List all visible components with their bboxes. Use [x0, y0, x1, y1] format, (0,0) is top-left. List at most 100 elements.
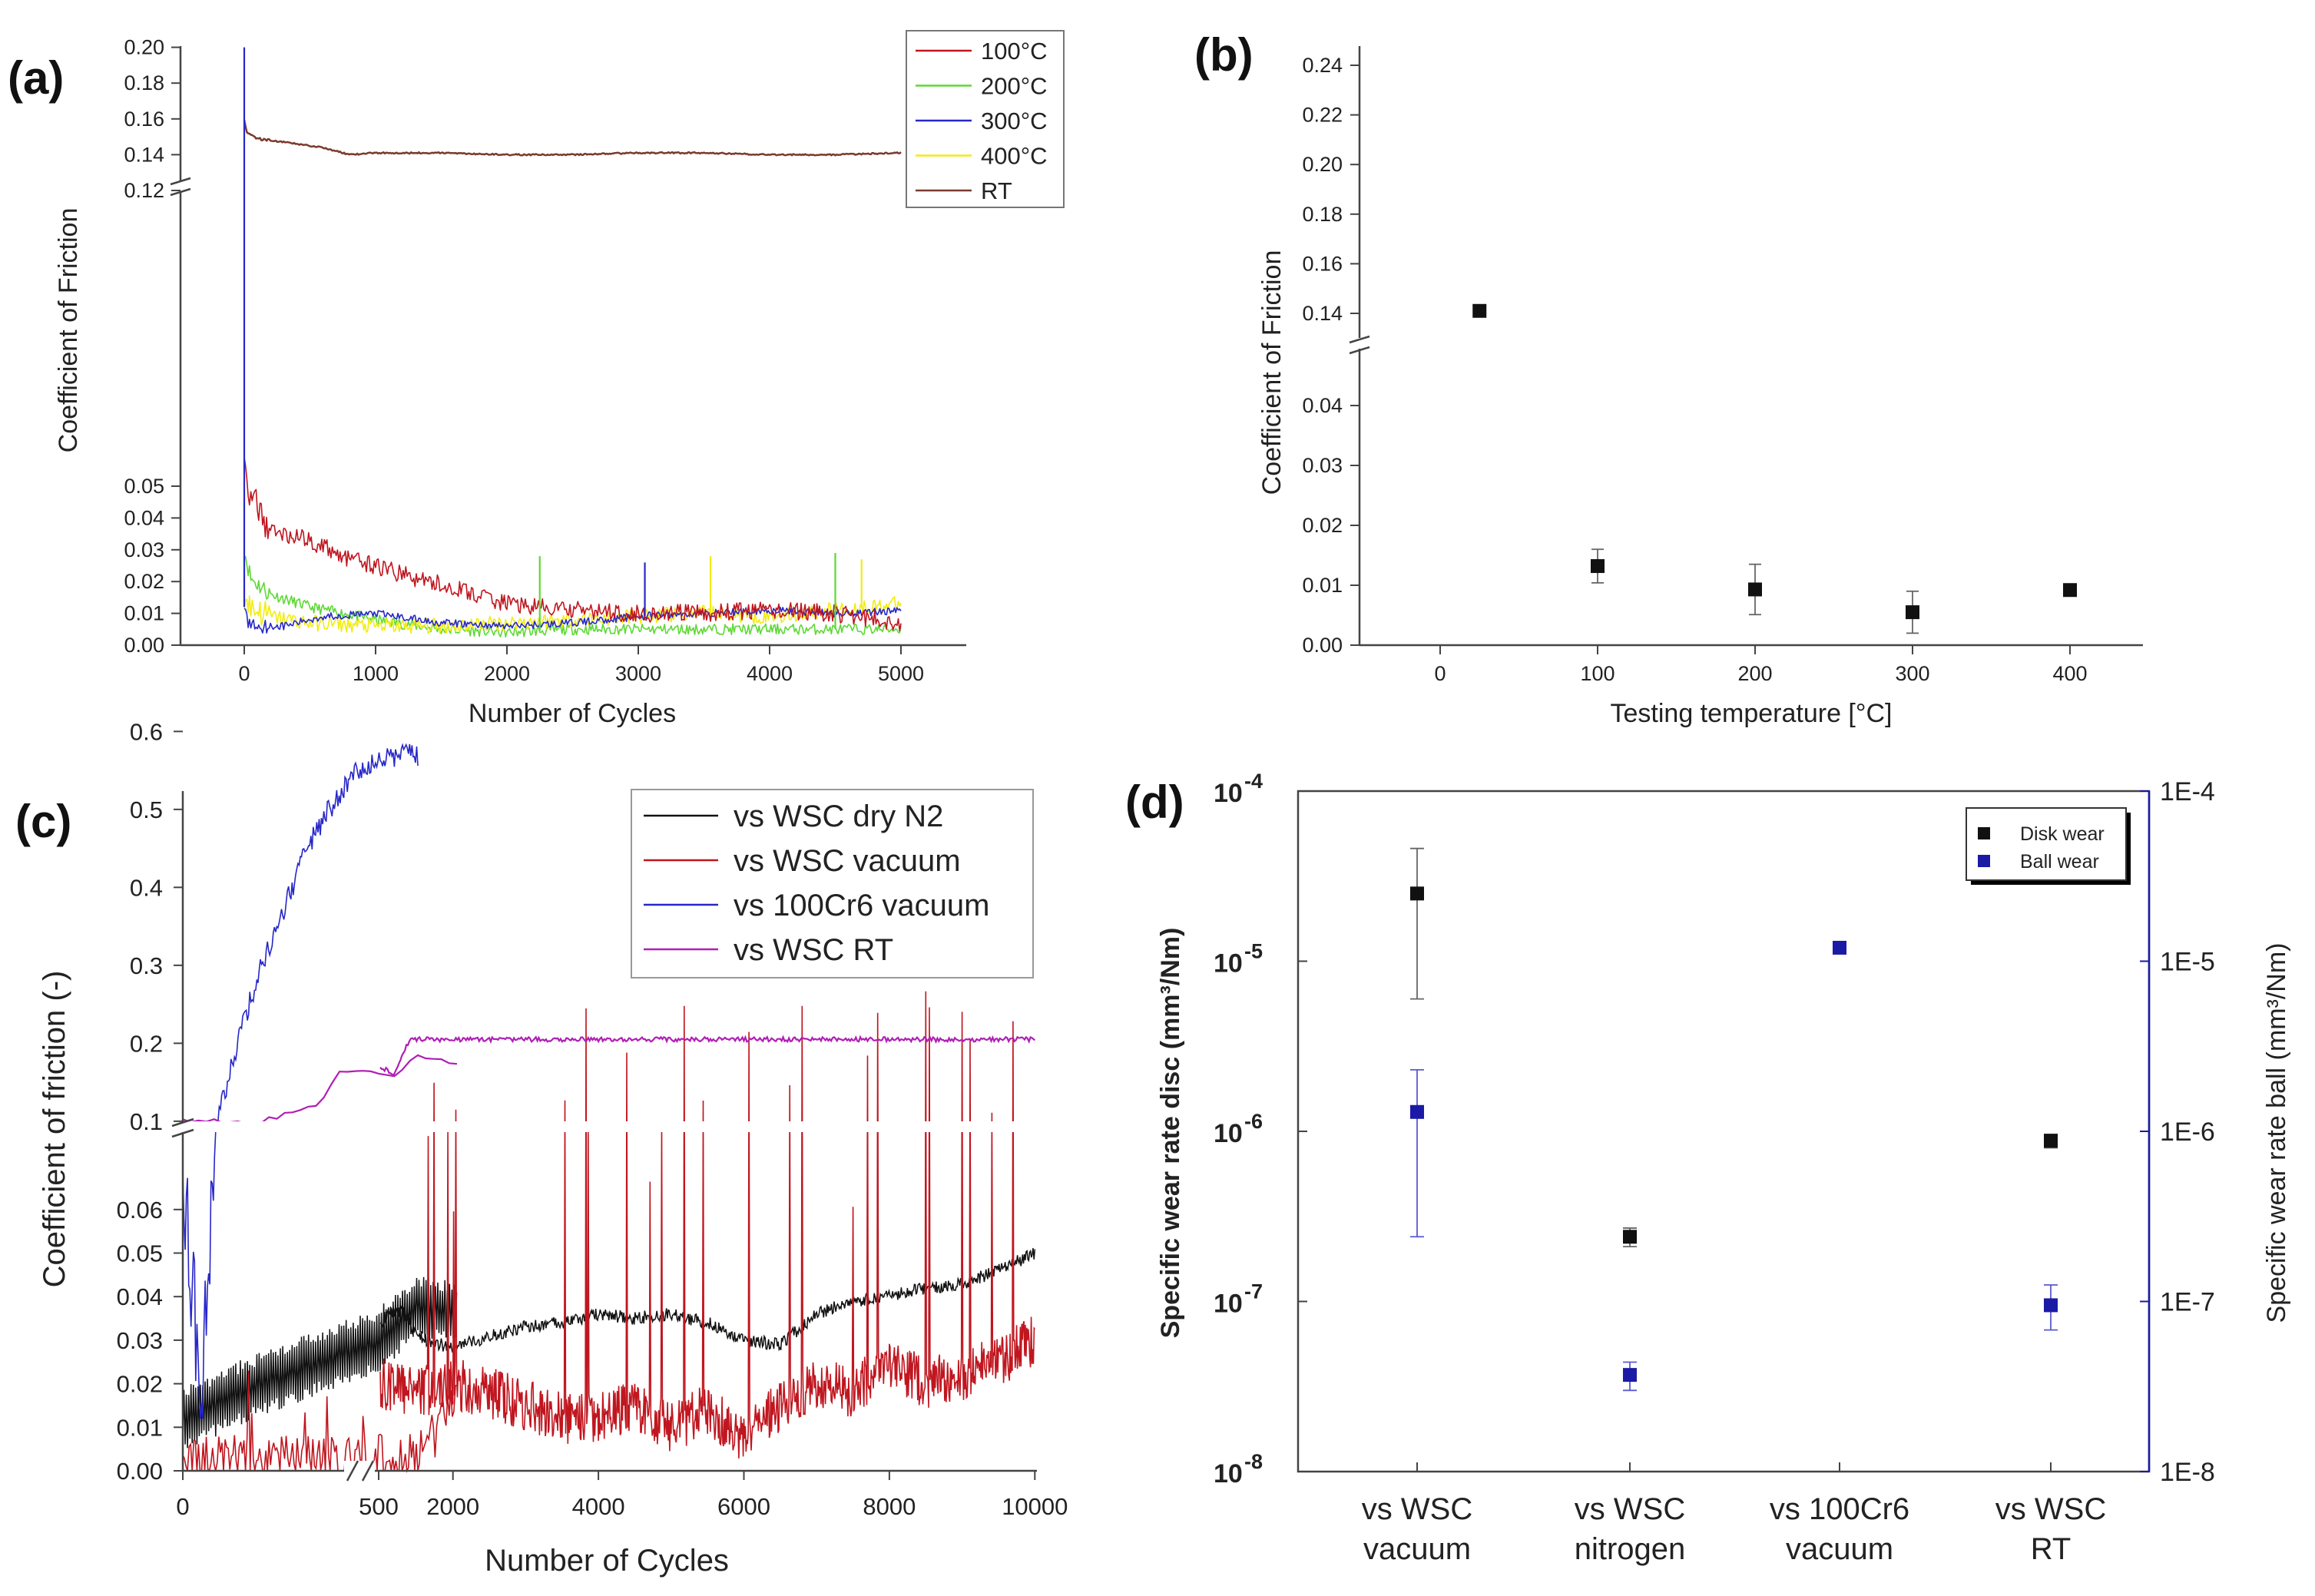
y-axis-label: Coefficient of Friction [1257, 250, 1287, 495]
legend-label: vs WSC dry N2 [734, 800, 943, 833]
x-tick-label: RT [2031, 1532, 2072, 1566]
x-tick-label: 4000 [747, 662, 793, 685]
data-point [1906, 605, 1919, 620]
y-tick-label-right: 1E-8 [2160, 1458, 2215, 1487]
x-axis-label: Number of Cycles [485, 1544, 729, 1578]
x-tick-label: 2000 [484, 662, 530, 685]
x-tick-label: vs WSC [1995, 1492, 2106, 1526]
y-tick-label-left: 10 [1214, 949, 1243, 978]
series-line-vacuum [182, 991, 1035, 1473]
x-tick-label: vs WSC [1362, 1492, 1472, 1526]
ball-wear-point [1833, 940, 1846, 955]
y-tick-label: 0.02 [117, 1371, 163, 1398]
y-tick-label: 0.00 [1302, 634, 1343, 657]
y-tick-label-right: 1E-4 [2160, 777, 2215, 806]
y-tick-label: 0.20 [124, 36, 164, 59]
y-tick-label: 0.01 [117, 1414, 163, 1441]
y-axis-label-right: Specific wear rate ball (mm³/Nm) [2262, 943, 2291, 1323]
series-line-100cr6 [182, 743, 419, 1419]
x-tick-label: 2000 [426, 1493, 479, 1520]
y-tick-label: 0.16 [124, 108, 164, 131]
x-tick-label: 0 [1434, 662, 1446, 685]
x-tick-label: 8000 [863, 1493, 916, 1520]
y-tick-label: 0.03 [1302, 454, 1343, 477]
series-line-rt [243, 119, 902, 157]
panel-label-b: (b) [1194, 29, 1254, 81]
y-tick-exponent: -5 [1244, 940, 1263, 963]
x-tick-label: vacuum [1363, 1532, 1471, 1566]
y-tick-label: 0.14 [124, 143, 164, 166]
y-tick-label-left: 10 [1214, 779, 1243, 808]
y-tick-label-right: 1E-6 [2160, 1118, 2215, 1147]
x-tick-label: 400 [2052, 662, 2087, 685]
y-tick-label: 0.6 [130, 718, 163, 745]
ball-wear-point [1623, 1368, 1637, 1382]
y-tick-label: 0.4 [130, 874, 163, 901]
y-tick-label-left: 10 [1214, 1290, 1243, 1319]
legend-box [906, 30, 1065, 208]
x-axis-label: Number of Cycles [469, 699, 676, 728]
legend-label: Disk wear [2020, 823, 2105, 845]
y-tick-label: 0.12 [124, 179, 164, 202]
legend-label: vs WSC vacuum [734, 844, 961, 878]
legend-label: 400°C [981, 143, 1048, 170]
y-tick-label: 0.05 [117, 1240, 163, 1267]
ball-wear-point [2044, 1298, 2058, 1313]
x-tick-label: 3000 [615, 662, 661, 685]
x-tick-label: 6000 [717, 1493, 770, 1520]
y-tick-label: 0.02 [1302, 514, 1343, 537]
legend-box [631, 789, 1034, 978]
disk-wear-point [1623, 1230, 1637, 1244]
legend-swatch [1978, 855, 1990, 867]
data-point [2063, 583, 2077, 598]
y-tick-label-right: 1E-7 [2160, 1288, 2215, 1317]
series-line-rt [182, 1035, 1035, 1124]
y-tick-exponent: -7 [1244, 1280, 1263, 1303]
x-tick-label: 200 [1737, 662, 1772, 685]
y-tick-label: 0.24 [1302, 54, 1343, 77]
x-tick-label: vs WSC [1575, 1492, 1685, 1526]
legend-label: vs WSC RT [734, 933, 893, 967]
legend-label: 100°C [981, 38, 1048, 65]
x-tick-label: 0 [176, 1493, 189, 1520]
series-line-100c [243, 457, 902, 632]
data-point [1472, 303, 1487, 318]
y-tick-label: 0.04 [1302, 394, 1343, 417]
y-tick-label: 0.20 [1302, 153, 1343, 176]
x-tick-label: nitrogen [1575, 1532, 1686, 1566]
y-tick-label: 0.14 [1302, 302, 1343, 325]
ball-wear-point [1410, 1104, 1424, 1119]
x-tick-label: 4000 [572, 1493, 625, 1520]
panel-label-d: (d) [1125, 776, 1184, 828]
x-tick-label: 0 [238, 662, 250, 685]
x-tick-label: vacuum [1786, 1532, 1893, 1566]
y-tick-label: 0.05 [124, 475, 164, 498]
x-tick-label: 5000 [878, 662, 924, 685]
y-tick-label: 0.00 [124, 634, 164, 657]
y-tick-label-right: 1E-5 [2160, 948, 2215, 977]
x-tick-label: 100 [1580, 662, 1615, 685]
y-tick-label: 0.2 [130, 1030, 163, 1057]
y-tick-label: 0.18 [1302, 203, 1343, 226]
x-tick-label: 10000 [1002, 1493, 1068, 1520]
chart-c: 0.1 0.2 0.3 0.4 0.5 0.6 0.00 0.01 0.02 0.03 0.04 0.… [38, 718, 1068, 1578]
y-tick-exponent: -4 [1244, 770, 1263, 793]
legend-label: 300°C [981, 108, 1048, 134]
x-tick-label: 500 [359, 1493, 399, 1520]
y-tick-label: 0.18 [124, 71, 164, 94]
legend-label: Ball wear [2020, 851, 2099, 873]
data-point [1591, 559, 1605, 574]
y-tick-label: 0.16 [1302, 252, 1343, 275]
y-tick-label: 0.04 [117, 1283, 163, 1310]
y-tick-label: 0.01 [1302, 574, 1343, 597]
chart-a: 0.12 0.14 0.16 0.18 0.20 0.00 0.01 0.02 0.03 0.04… [54, 30, 1065, 728]
legend-swatch [1978, 827, 1990, 839]
panel-label-a: (a) [8, 52, 64, 104]
legend-label: RT [981, 177, 1012, 204]
y-tick-label: 0.02 [124, 570, 164, 593]
x-tick-label: vs 100Cr6 [1770, 1492, 1909, 1526]
legend-label: 200°C [981, 73, 1048, 100]
y-tick-label: 0.22 [1302, 104, 1343, 127]
y-axis-label: Coefficient of Friction [54, 208, 83, 453]
